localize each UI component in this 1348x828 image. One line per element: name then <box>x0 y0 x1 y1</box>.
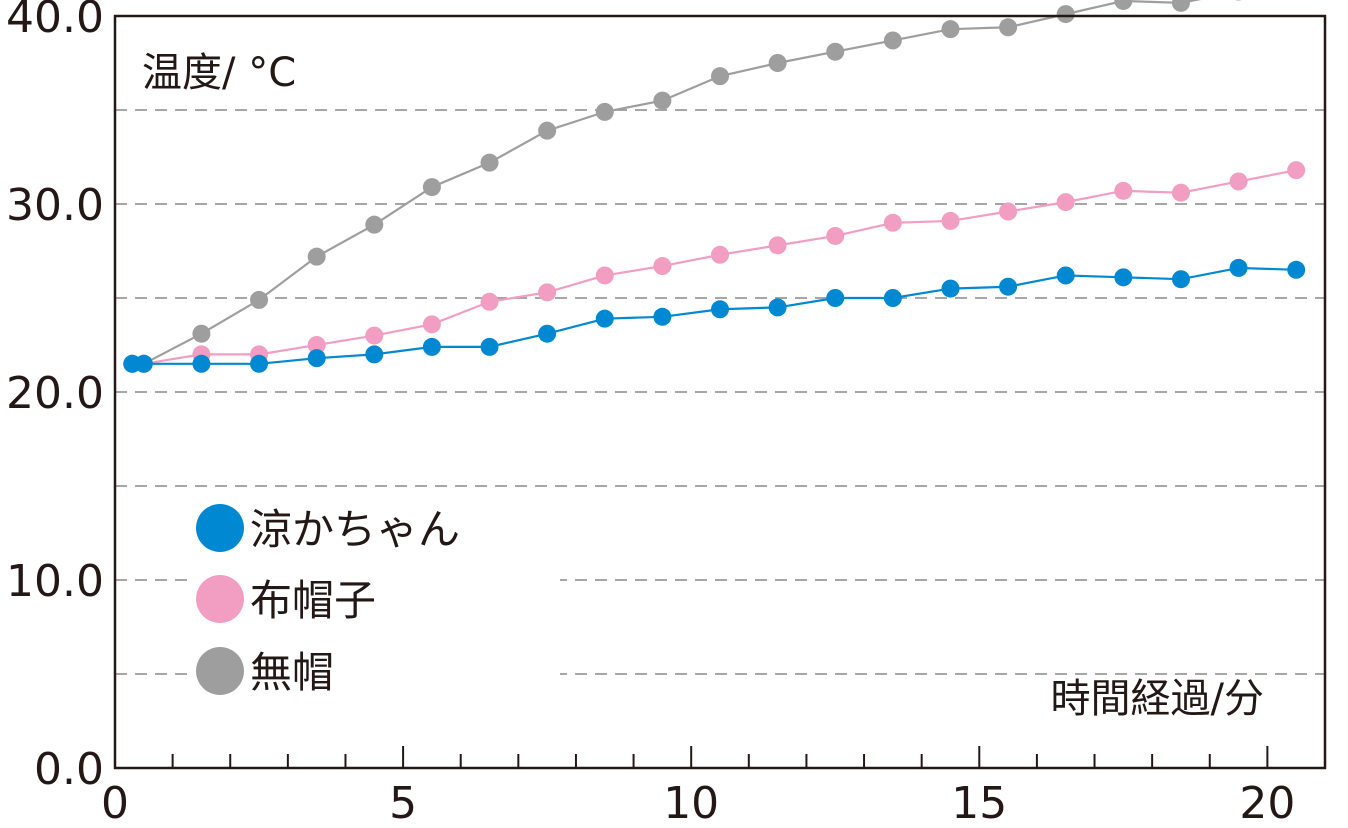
data-point <box>1171 183 1190 202</box>
data-point <box>768 54 787 72</box>
data-point <box>365 215 384 234</box>
data-point <box>422 178 441 197</box>
data-point <box>307 336 326 354</box>
data-point <box>250 290 269 309</box>
data-point <box>1229 172 1248 191</box>
data-point <box>1287 161 1306 180</box>
data-point <box>595 309 614 328</box>
data-point <box>250 354 269 373</box>
y-tick-label: 10.0 <box>6 556 104 607</box>
x-tick-label: 10 <box>663 778 719 828</box>
data-point <box>307 349 326 368</box>
x-axis-ticks: 0 5 10 15 20 <box>101 746 1295 828</box>
x-tick-label: 5 <box>389 778 417 828</box>
data-point <box>480 292 499 311</box>
data-point <box>653 91 672 110</box>
data-point <box>711 67 729 86</box>
data-point <box>653 307 672 326</box>
data-point <box>595 102 614 121</box>
data-point <box>480 337 499 356</box>
data-point <box>1056 193 1075 212</box>
data-point <box>422 337 441 356</box>
data-point <box>768 298 787 317</box>
data-point <box>941 20 960 39</box>
data-point <box>941 279 960 298</box>
y-axis-title: 温度/ °C <box>142 50 296 96</box>
data-point <box>134 354 153 373</box>
data-point <box>192 354 211 373</box>
data-point <box>999 18 1018 37</box>
y-tick-label: 40.0 <box>6 0 104 43</box>
data-point <box>826 42 845 61</box>
series-line <box>132 0 1202 365</box>
data-point <box>1235 0 1242 1</box>
x-tick-label: 20 <box>1239 778 1295 828</box>
data-point <box>1056 266 1075 285</box>
data-point <box>307 247 326 266</box>
data-point <box>1287 260 1306 279</box>
legend-label-muboushi: 無帽 <box>250 648 334 697</box>
data-point <box>768 236 787 255</box>
data-point <box>422 315 441 334</box>
data-point <box>365 326 384 345</box>
data-point <box>711 300 729 319</box>
data-point <box>1229 258 1248 277</box>
data-point <box>1171 0 1190 12</box>
data-point <box>826 226 845 245</box>
legend-marker-ryokachan <box>196 504 244 552</box>
data-point <box>1114 0 1133 10</box>
plot-frame <box>113 14 1327 770</box>
series-line <box>132 169 1297 365</box>
x-axis-title: 時間経過/分 <box>1051 676 1264 722</box>
data-point <box>1114 268 1133 287</box>
data-point <box>941 211 960 230</box>
y-axis-ticks: 0.0 10.0 20.0 30.0 40.0 <box>6 0 104 795</box>
data-point <box>999 202 1018 221</box>
x-tick-label: 0 <box>101 778 129 828</box>
y-tick-label: 20.0 <box>6 368 104 419</box>
data-point <box>883 31 902 50</box>
data-point <box>883 289 902 307</box>
data-point <box>1114 181 1133 200</box>
series-line <box>132 266 1297 365</box>
data-point <box>538 283 557 302</box>
legend-box <box>190 490 560 705</box>
data-point <box>538 121 557 140</box>
legend-marker-muboushi <box>196 647 244 695</box>
data-point <box>192 324 211 343</box>
data-point <box>1056 5 1075 24</box>
data-point <box>711 245 729 264</box>
data-point <box>538 324 557 343</box>
data-point <box>595 266 614 285</box>
series-layer <box>123 0 1306 373</box>
data-point <box>826 289 845 307</box>
data-point <box>365 345 384 364</box>
legend: 涼かちゃん 布帽子 無帽 <box>196 504 460 697</box>
legend-item-ryokachan: 涼かちゃん <box>196 504 460 554</box>
legend-item-muboushi: 無帽 <box>196 647 334 697</box>
legend-item-nunoboushi: 布帽子 <box>196 575 376 625</box>
data-point <box>999 277 1018 296</box>
x-tick-label: 15 <box>951 778 1007 828</box>
data-point <box>480 153 499 172</box>
legend-label-nunoboushi: 布帽子 <box>250 576 376 625</box>
legend-label-ryokachan: 涼かちゃん <box>250 505 460 554</box>
legend-background <box>190 490 560 705</box>
data-point <box>1171 270 1190 289</box>
data-point <box>653 257 672 276</box>
legend-marker-nunoboushi <box>196 575 244 623</box>
y-tick-label: 30.0 <box>6 180 104 231</box>
y-tick-label: 0.0 <box>34 744 104 795</box>
data-point <box>883 213 902 232</box>
